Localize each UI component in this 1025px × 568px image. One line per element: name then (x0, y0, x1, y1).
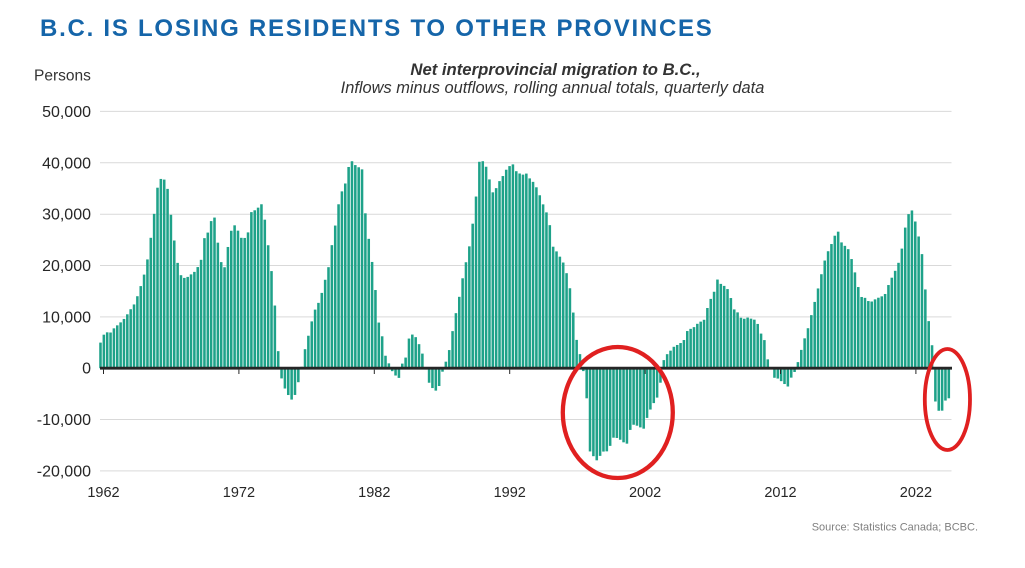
svg-text:-20,000: -20,000 (37, 463, 91, 480)
svg-text:Inflows minus outflows, rollin: Inflows minus outflows, rolling annual t… (341, 79, 765, 97)
svg-text:0: 0 (82, 361, 91, 378)
svg-text:1962: 1962 (87, 485, 119, 501)
svg-text:20,000: 20,000 (42, 258, 91, 275)
svg-text:1972: 1972 (223, 485, 255, 501)
svg-text:Net interprovincial migration: Net interprovincial migration to B.C., (410, 60, 700, 79)
svg-text:2012: 2012 (764, 485, 796, 501)
svg-text:50,000: 50,000 (42, 104, 91, 121)
svg-text:30,000: 30,000 (42, 207, 91, 224)
svg-text:-10,000: -10,000 (37, 412, 91, 429)
svg-text:40,000: 40,000 (42, 155, 91, 172)
svg-text:Source: Statistics Canada; BCB: Source: Statistics Canada; BCBC. (812, 522, 978, 534)
svg-text:10,000: 10,000 (42, 309, 91, 326)
svg-text:Persons: Persons (34, 68, 91, 85)
svg-text:2022: 2022 (900, 485, 932, 501)
svg-text:B.C. IS LOSING RESIDENTS TO OT: B.C. IS LOSING RESIDENTS TO OTHER PROVIN… (40, 15, 714, 42)
svg-text:2002: 2002 (629, 485, 661, 501)
svg-text:1982: 1982 (358, 485, 390, 501)
svg-text:1992: 1992 (494, 485, 526, 501)
